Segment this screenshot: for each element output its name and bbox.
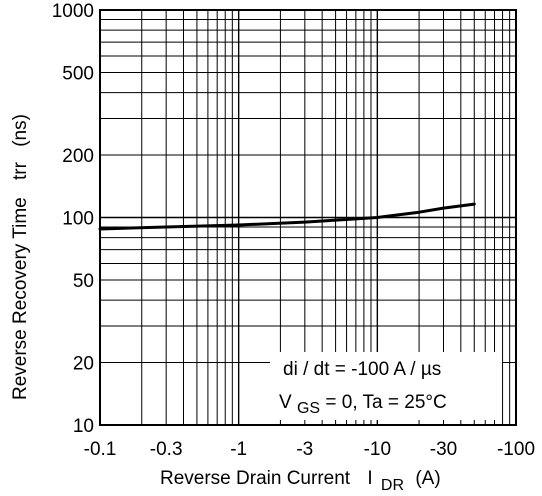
x-tick-label: -10 [364,439,391,460]
x-tick-labels: -0.1 -0.3 -1 -3 -10 -30 -100 [84,439,535,460]
y-tick-label: 10 [73,416,94,437]
x-tick-label: -100 [497,439,535,460]
x-axis-label-main: Reverse Drain Current [160,468,351,489]
plot-frame [99,9,517,426]
y-tick-label: 200 [62,146,94,167]
y-axis-label-unit: (ns) [10,114,31,147]
x-tick-label: -0.1 [84,439,117,460]
x-tick-label: -1 [230,439,247,460]
y-tick-label: 500 [62,63,94,84]
x-axis-label-unit: (A) [415,468,440,489]
y-tick-label: 1000 [52,1,94,22]
series-layer [98,202,476,231]
y-tick-labels: 10 20 50 100 200 500 1000 [52,1,94,437]
x-axis-label-symbol: I [367,468,372,489]
x-axis-label: Reverse Drain Current I DR (A) [160,468,441,495]
annotation-vgs-subscript: GS [297,400,320,417]
x-tick-label: -3 [296,439,313,460]
x-axis-label-subscript: DR [381,477,404,494]
x-tick-label: -0.3 [150,439,183,460]
annotation-vgs-symbol: V [279,392,292,413]
x-tick-label: -30 [430,439,457,460]
series-line [98,202,476,231]
annotation-conditions: V GS = 0, Ta = 25°C [279,392,447,418]
y-tick-label: 100 [62,209,94,230]
annotation-background [270,352,502,420]
y-tick-label: 50 [73,271,94,292]
y-tick-label: 20 [73,354,94,375]
annotation-conditions-rest: = 0, Ta = 25°C [325,392,446,413]
annotation-didt: di / dt = -100 A / µs [283,359,441,380]
y-axis-label-symbol: trr [10,161,31,180]
y-axis-label: Reverse Recovery Time trr (ns) [10,114,31,400]
y-axis-label-main: Reverse Recovery Time [10,197,31,400]
